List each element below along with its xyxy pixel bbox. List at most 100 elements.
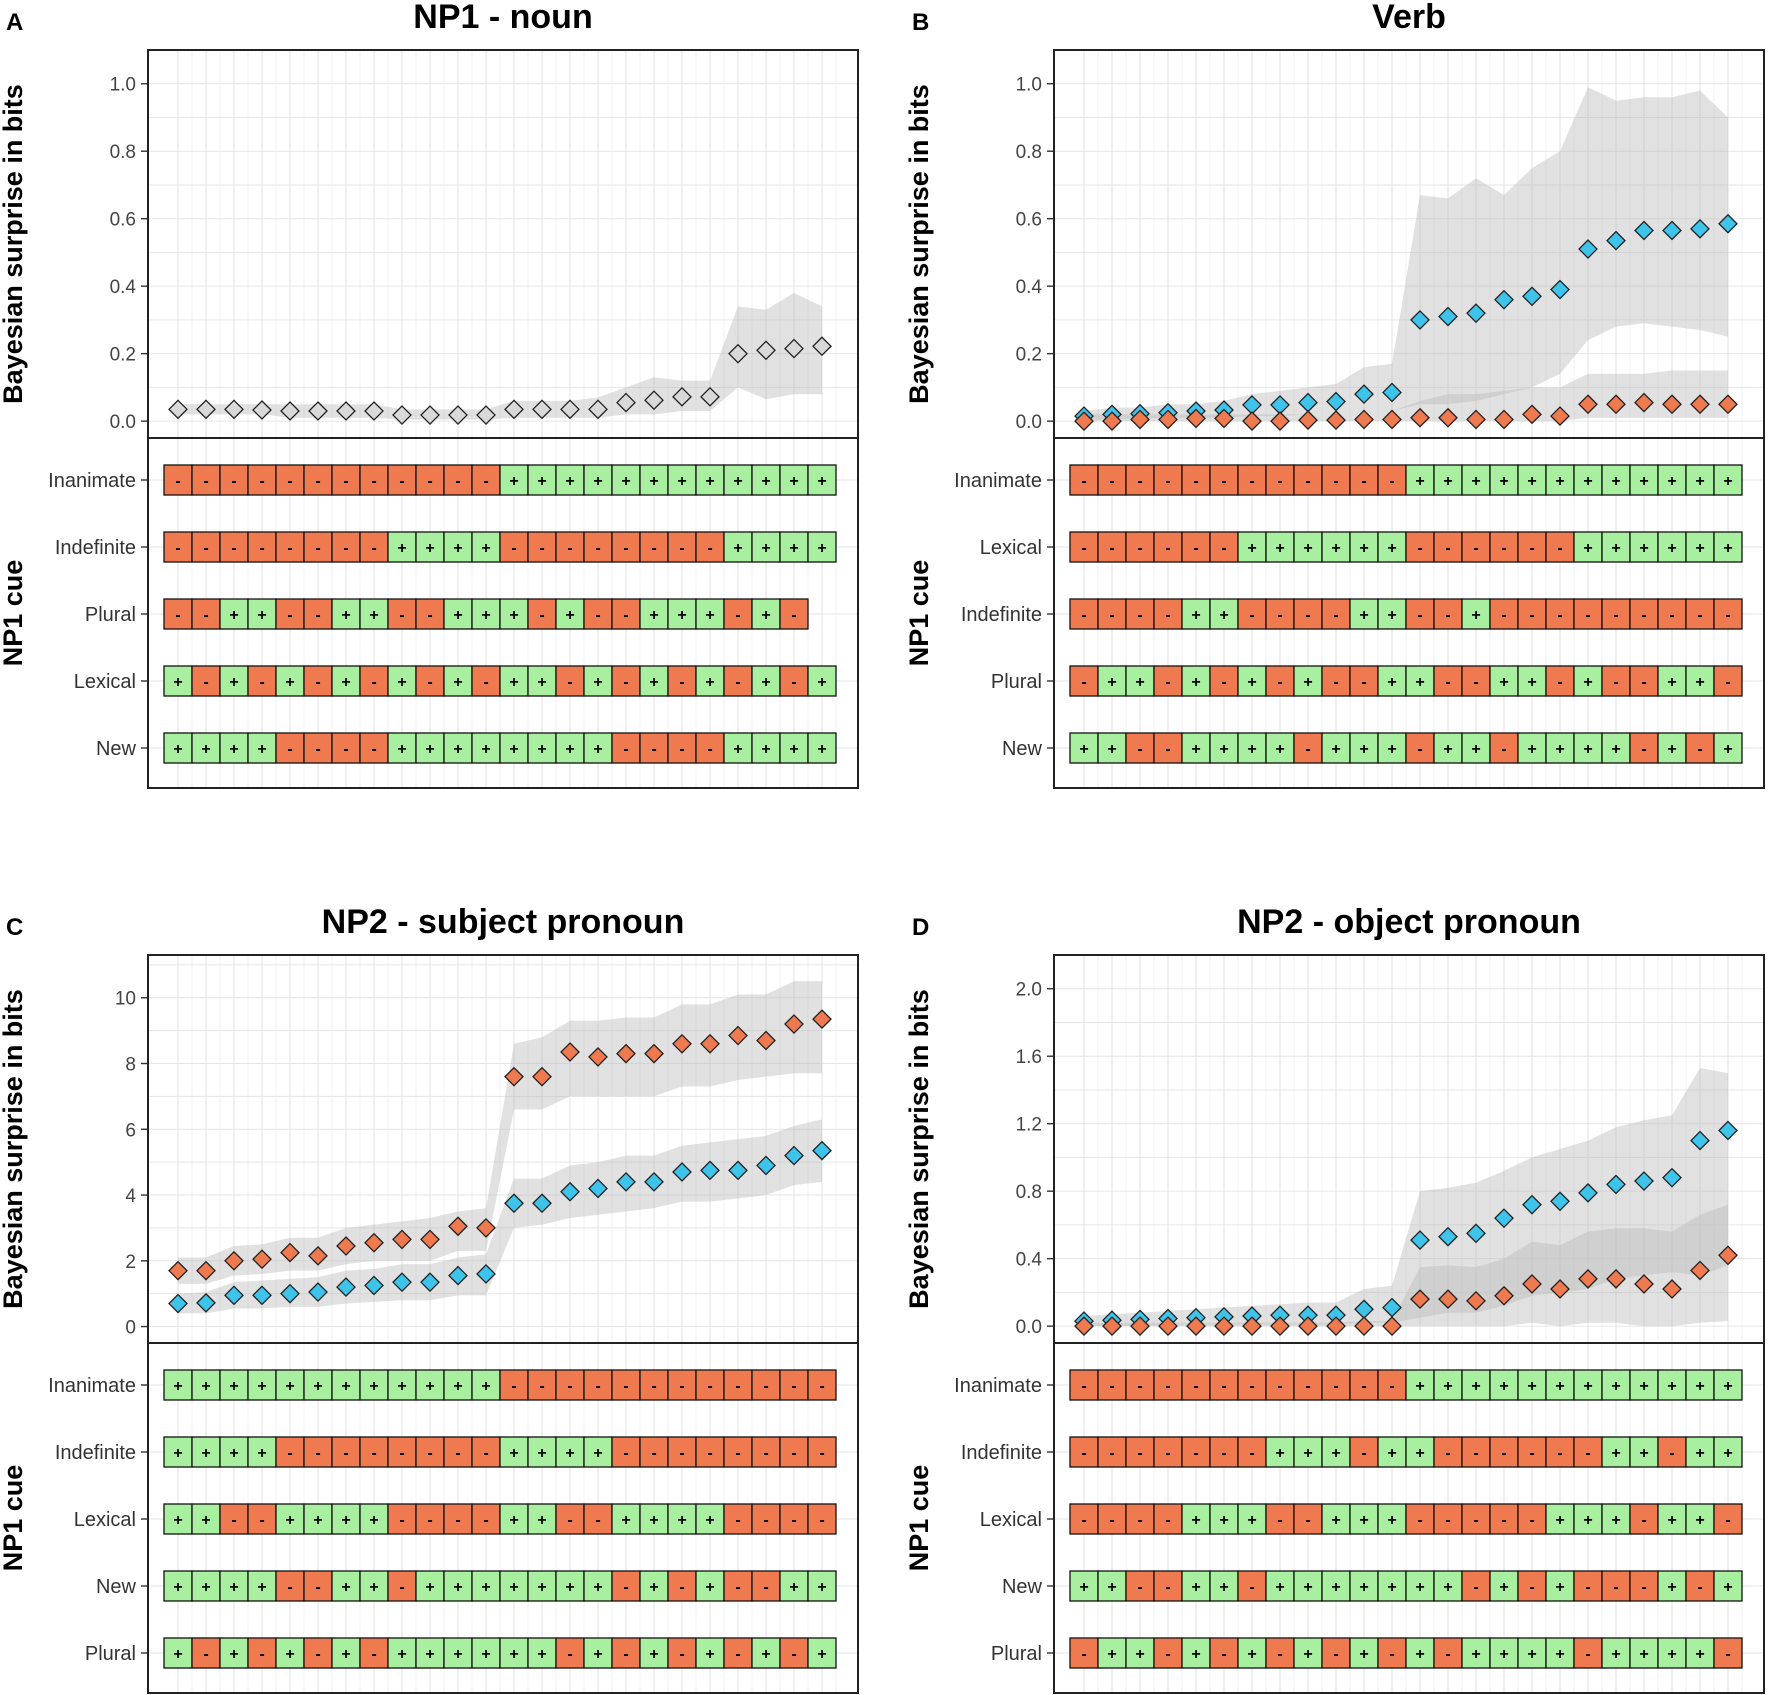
cue-cell xyxy=(1293,464,1323,496)
cue-cell-symbol: - xyxy=(1585,1445,1590,1462)
cue-cell-symbol: + xyxy=(1527,473,1536,490)
cue-cell-symbol: + xyxy=(481,1579,490,1596)
data-point-all xyxy=(756,340,776,361)
cue-cell-symbol: + xyxy=(1471,607,1480,624)
cue-cell xyxy=(1377,732,1407,764)
cue-cell-symbol: + xyxy=(1275,540,1284,557)
cue-cell-symbol: + xyxy=(1667,1579,1676,1596)
cue-cell-symbol: - xyxy=(175,540,180,557)
cue-cell-symbol: - xyxy=(455,1445,460,1462)
cue-cell xyxy=(1377,531,1407,563)
cue-cell-symbol: - xyxy=(1305,1512,1310,1529)
cue-cell-symbol: - xyxy=(1137,607,1142,624)
cue-cell xyxy=(1153,1436,1183,1468)
cue-cell xyxy=(1153,732,1183,764)
cue-cell-symbol: - xyxy=(595,540,600,557)
cue-cell-symbol: + xyxy=(565,607,574,624)
cue-cell-symbol: - xyxy=(623,540,628,557)
cue-cell xyxy=(527,1369,557,1401)
cue-cell xyxy=(1125,732,1155,764)
cue-cell xyxy=(1433,1436,1463,1468)
cue-label: Plural xyxy=(85,604,136,626)
cue-cell xyxy=(1629,1570,1659,1602)
ribbon-blue xyxy=(1084,87,1728,420)
data-point-all xyxy=(728,343,748,364)
cue-cell xyxy=(583,732,613,764)
data-point-red xyxy=(280,1242,300,1263)
cue-cell-symbol: - xyxy=(1277,674,1282,691)
cue-cell-symbol: + xyxy=(1583,1512,1592,1529)
y-tick-label: 0.8 xyxy=(110,142,136,163)
cue-cell xyxy=(1461,464,1491,496)
cue-cell xyxy=(1069,464,1099,496)
cue-cell-symbol: - xyxy=(203,674,208,691)
cue-label: Inanimate xyxy=(954,1375,1042,1397)
cue-cell-symbol: - xyxy=(1193,1445,1198,1462)
cue-cell-symbol: - xyxy=(231,540,236,557)
data-point-blue xyxy=(1410,309,1430,330)
cue-cell xyxy=(191,531,221,563)
cue-cell xyxy=(723,732,753,764)
cue-cell-symbol: - xyxy=(259,674,264,691)
cue-cell-symbol: - xyxy=(791,1646,796,1663)
cue-cell xyxy=(751,464,781,496)
cue-cell-symbol: - xyxy=(399,1579,404,1596)
y-axis-title: Bayesian surprise in bits xyxy=(904,84,934,404)
cue-cell-symbol: + xyxy=(537,1512,546,1529)
cue-cell xyxy=(1405,531,1435,563)
cue-cell xyxy=(611,464,641,496)
cue-cell xyxy=(1237,1436,1267,1468)
cue-cell xyxy=(1713,598,1743,630)
cue-cell-symbol: + xyxy=(481,1646,490,1663)
cue-cell-symbol: - xyxy=(1389,1646,1394,1663)
cue-cell-symbol: + xyxy=(173,1579,182,1596)
cue-cell-symbol: + xyxy=(1303,1579,1312,1596)
cue-cell-symbol: - xyxy=(567,540,572,557)
cue-cell-symbol: - xyxy=(1165,674,1170,691)
cue-cell-symbol: - xyxy=(371,1445,376,1462)
cue-cell xyxy=(331,464,361,496)
cue-cell-symbol: - xyxy=(259,1512,264,1529)
cue-cell-symbol: + xyxy=(789,473,798,490)
data-point-blue xyxy=(252,1285,272,1306)
cue-cell-symbol: + xyxy=(1555,473,1564,490)
data-point-red xyxy=(168,1260,188,1281)
y-tick-label: 2 xyxy=(125,1252,136,1273)
cue-cell xyxy=(387,598,417,630)
data-point-red xyxy=(476,1217,496,1238)
data-point-blue xyxy=(1438,306,1458,327)
cue-cell-symbol: - xyxy=(371,741,376,758)
data-point-red xyxy=(1354,409,1374,430)
cue-cell xyxy=(807,1503,837,1535)
cue-cell-symbol: - xyxy=(1081,1445,1086,1462)
data-point-blue xyxy=(1662,1167,1682,1188)
cue-cell-symbol: - xyxy=(259,540,264,557)
data-point-red xyxy=(504,1066,524,1087)
cue-cell-symbol: - xyxy=(791,1378,796,1395)
data-point-blue xyxy=(308,1282,328,1302)
cue-cell-symbol: - xyxy=(1361,473,1366,490)
cue-cell xyxy=(611,1369,641,1401)
cue-label: Lexical xyxy=(74,1509,136,1531)
cue-cell xyxy=(779,1369,809,1401)
cue-cell-symbol: + xyxy=(1443,1579,1452,1596)
cue-cell-symbol: + xyxy=(1583,741,1592,758)
panel-a: A NP1 - noun 0.0 0.2 0.4 0.6 0.8 1.0 Bayesian su… xyxy=(0,0,859,789)
cue-cell-symbol: - xyxy=(287,1445,292,1462)
cue-cell-symbol: + xyxy=(761,674,770,691)
cue-cell-symbol: + xyxy=(425,741,434,758)
cue-cell-symbol: + xyxy=(789,540,798,557)
cue-cell xyxy=(1545,732,1575,764)
cue-cell xyxy=(219,1570,249,1602)
data-point-all xyxy=(616,392,636,413)
cue-cell xyxy=(1601,1503,1631,1535)
cue-cell-symbol: - xyxy=(1417,607,1422,624)
cue-cell-symbol: - xyxy=(511,1378,516,1395)
cue-cell-symbol: - xyxy=(1221,1646,1226,1663)
cue-cell-symbol: + xyxy=(1331,1445,1340,1462)
cue-cell-symbol: + xyxy=(537,473,546,490)
cue-cell-symbol: - xyxy=(623,1378,628,1395)
cue-cell xyxy=(499,1369,529,1401)
cue-cell xyxy=(1209,1436,1239,1468)
cue-cell-symbol: - xyxy=(259,1646,264,1663)
